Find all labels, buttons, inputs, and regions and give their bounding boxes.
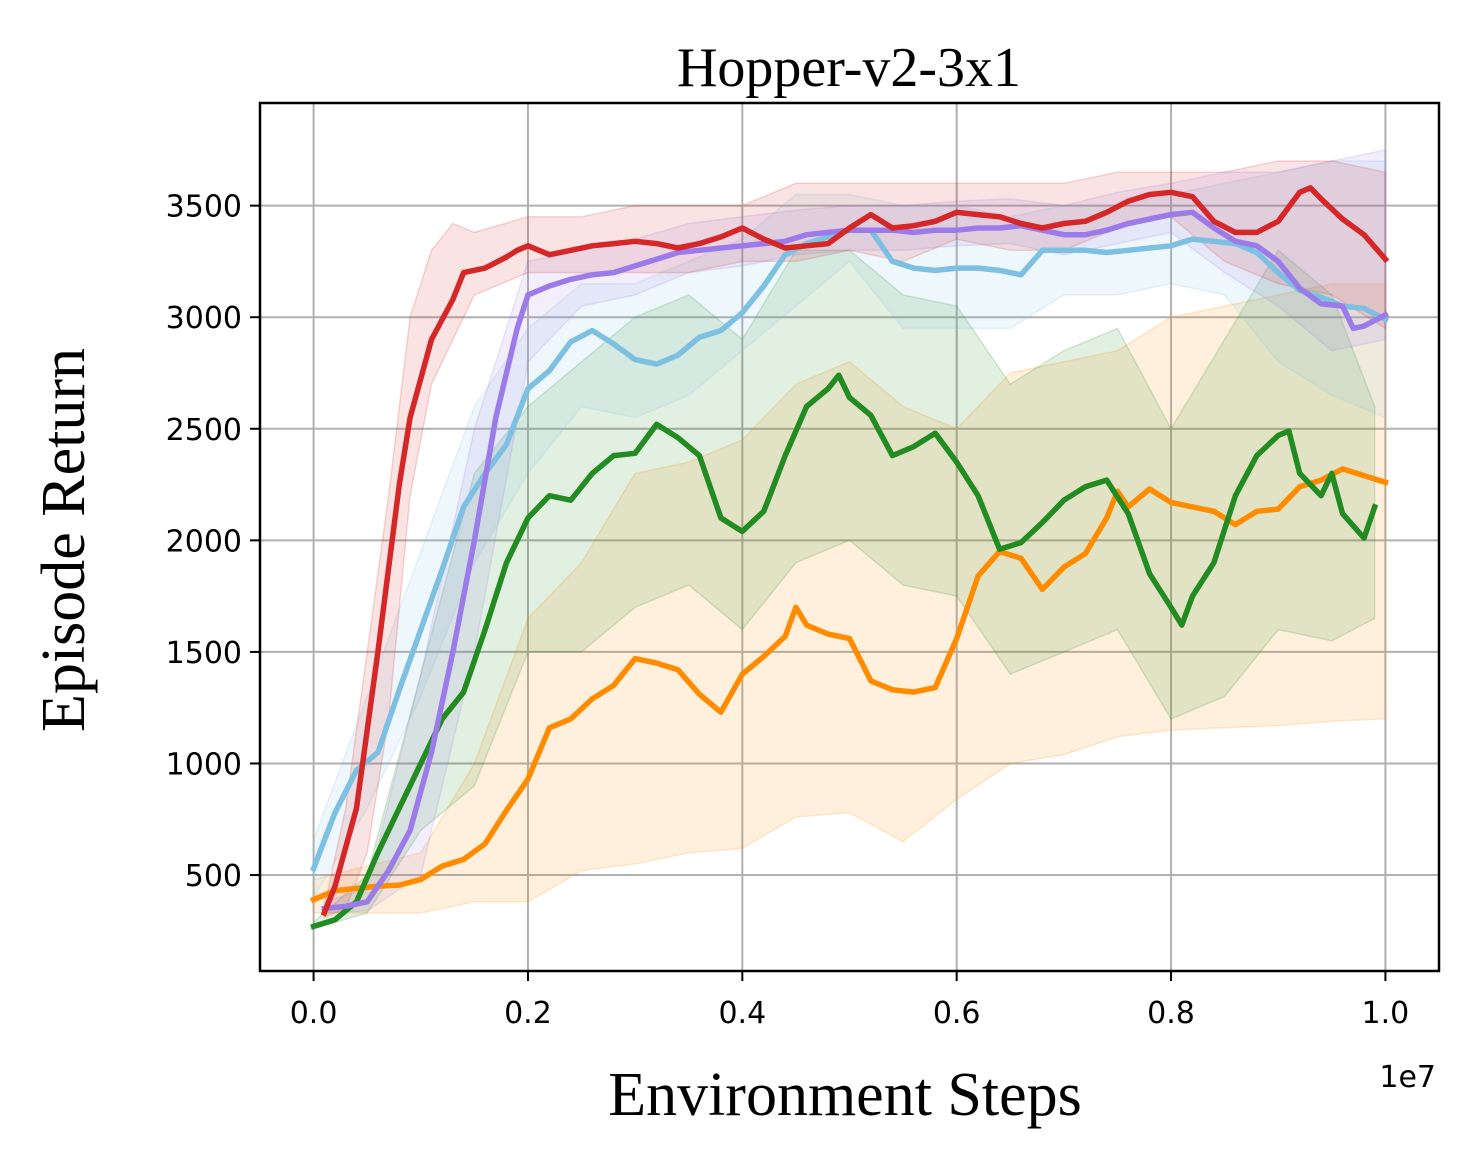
confidence-bands xyxy=(312,148,1387,930)
x-tick-label: 0.6 xyxy=(933,996,981,1031)
x-tick-label: 0.2 xyxy=(504,996,552,1031)
series-band-1 xyxy=(312,282,1387,914)
x-tick-label: 1.0 xyxy=(1362,996,1410,1031)
x-tick-label: 0.0 xyxy=(290,996,338,1031)
y-tick-label: 2500 xyxy=(166,413,242,448)
y-tick-label: 3000 xyxy=(166,301,242,336)
x-tick-label: 0.4 xyxy=(718,996,766,1031)
series-band-2 xyxy=(312,249,1376,930)
series-line-4 xyxy=(321,209,1390,912)
y-tick-label: 2000 xyxy=(166,524,242,559)
series-line-5 xyxy=(320,185,1390,917)
series-band-5 xyxy=(323,160,1387,919)
series-lines xyxy=(310,185,1390,930)
y-tick-label: 1000 xyxy=(166,747,242,782)
x-axis-label: Environment Steps xyxy=(608,1061,1082,1129)
series-band-4 xyxy=(323,148,1387,914)
axis-ticks: 0.0 0.2 0.4 0.6 0.8 1.0 500 1000 1500 2000 2500 300… xyxy=(166,190,1410,1031)
y-tick-label: 1500 xyxy=(166,636,242,671)
x-offset-label: 1e7 xyxy=(1379,1060,1436,1095)
x-tick-label: 0.8 xyxy=(1147,996,1195,1031)
y-axis-label: Episode Return xyxy=(30,348,98,732)
series-line-1 xyxy=(310,466,1389,904)
series-band-3 xyxy=(312,160,1387,901)
y-tick-label: 3500 xyxy=(166,190,242,225)
y-tick-label: 500 xyxy=(185,859,242,894)
series-line-2 xyxy=(310,372,1379,930)
plot-frame xyxy=(258,101,1441,973)
chart-title: Hopper-v2-3x1 xyxy=(677,37,1021,99)
